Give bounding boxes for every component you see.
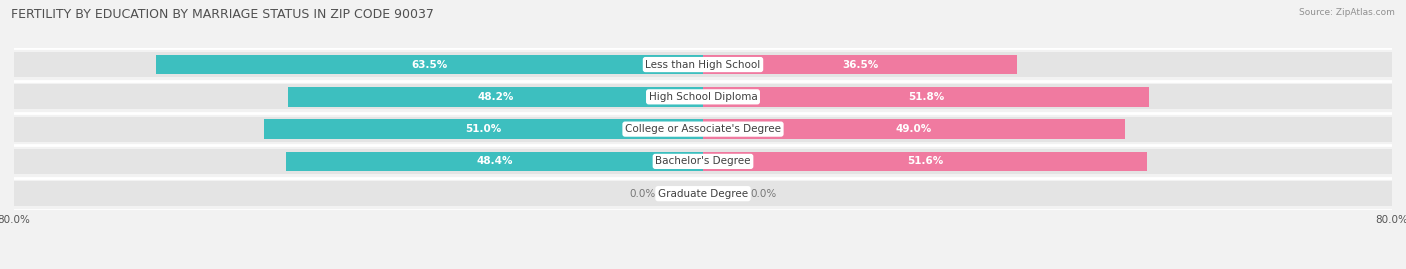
Bar (703, 181, 1392, 206)
Text: Bachelor's Degree: Bachelor's Degree (655, 156, 751, 167)
Text: High School Diploma: High School Diploma (648, 92, 758, 102)
Bar (14, 84, 703, 109)
Text: 48.2%: 48.2% (477, 92, 513, 102)
Text: 51.0%: 51.0% (465, 124, 502, 134)
Bar (703, 87, 1149, 107)
Text: Less than High School: Less than High School (645, 59, 761, 70)
Bar (703, 116, 1392, 142)
Text: Graduate Degree: Graduate Degree (658, 189, 748, 199)
Bar (14, 149, 703, 174)
Text: 0.0%: 0.0% (751, 189, 776, 199)
Text: 51.8%: 51.8% (908, 92, 945, 102)
Text: 63.5%: 63.5% (412, 59, 447, 70)
Text: 0.0%: 0.0% (630, 189, 655, 199)
Text: 49.0%: 49.0% (896, 124, 932, 134)
Text: 36.5%: 36.5% (842, 59, 879, 70)
Bar (14, 116, 703, 142)
Text: 48.4%: 48.4% (477, 156, 513, 167)
Bar (14, 181, 703, 206)
Bar (156, 55, 703, 74)
Text: College or Associate's Degree: College or Associate's Degree (626, 124, 780, 134)
Bar (703, 149, 1392, 174)
Bar (14, 52, 703, 77)
Bar (287, 152, 703, 171)
Bar (703, 119, 1125, 139)
Text: FERTILITY BY EDUCATION BY MARRIAGE STATUS IN ZIP CODE 90037: FERTILITY BY EDUCATION BY MARRIAGE STATU… (11, 8, 434, 21)
Bar (703, 52, 1392, 77)
Bar (703, 152, 1147, 171)
Bar (703, 84, 1392, 109)
Bar (288, 87, 703, 107)
Bar (264, 119, 703, 139)
Text: Source: ZipAtlas.com: Source: ZipAtlas.com (1299, 8, 1395, 17)
Bar (703, 55, 1018, 74)
Text: 51.6%: 51.6% (907, 156, 943, 167)
